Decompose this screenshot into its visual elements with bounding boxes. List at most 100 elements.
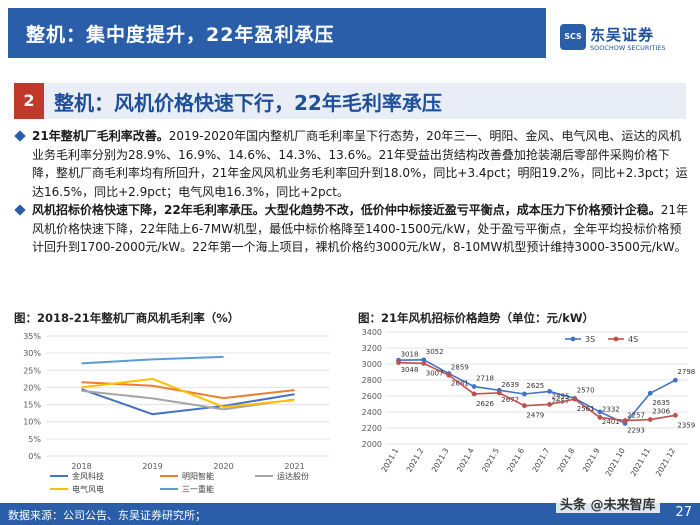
series-line	[81, 388, 295, 416]
y-tick-label: 10%	[23, 418, 41, 427]
bullet-lead: 风机招标价格快速下降，22年毛利率承压。大型化趋势不改，低价仲中标接近盈亏平衡点…	[32, 203, 661, 217]
header-band	[8, 8, 546, 58]
y-tick-label: 35%	[23, 332, 41, 341]
section-bar: 2 整机：风机价格快速下行，22年毛利率承压	[14, 83, 686, 119]
data-label: 2332	[602, 405, 620, 413]
y-tick-label: 25%	[23, 366, 41, 375]
x-tick-label: 2018	[71, 462, 91, 471]
data-label: 2718	[476, 375, 494, 383]
slide-title: 整机：集中度提升，22年盈利承压	[26, 24, 335, 46]
data-point	[622, 418, 628, 423]
data-point	[572, 396, 578, 402]
data-label: 2635	[652, 399, 670, 407]
data-label: 2626	[476, 400, 494, 408]
data-label: 2495	[552, 392, 570, 400]
left-figure-caption: 图：2018-21年整机厂商风机毛利率（%）	[14, 311, 240, 325]
x-tick-label: 2021.2	[405, 446, 426, 473]
y-tick-label: 2400	[362, 408, 382, 417]
data-label: 2561	[577, 405, 595, 413]
data-label: 2401	[602, 418, 620, 426]
series-line	[398, 359, 676, 425]
legend-marker	[570, 336, 576, 342]
x-tick-label: 2021.3	[430, 446, 451, 473]
data-point	[673, 412, 678, 418]
x-tick-label: 2021.12	[654, 446, 677, 478]
legend-label: 明阳智能	[182, 471, 214, 481]
data-point	[421, 361, 427, 366]
data-label: 2625	[526, 382, 544, 390]
y-tick-label: 2800	[362, 376, 382, 385]
logo-cn-text: 东吴证券	[590, 26, 655, 44]
x-tick-label: 2021.9	[581, 446, 602, 473]
x-tick-label: 2021.5	[480, 446, 501, 473]
data-label: 2293	[627, 427, 645, 435]
section-title: 整机：风机价格快速下行，22年毛利率承压	[54, 91, 442, 115]
data-point	[647, 390, 653, 396]
right-figure-caption: 图：21年风机招标价格趋势（单位：元/kW）	[358, 311, 595, 325]
page-number: 27	[675, 505, 692, 520]
data-point	[673, 377, 678, 383]
x-tick-label: 2021.6	[505, 446, 526, 473]
bullet-item: 风机招标价格快速下降，22年毛利率承压。大型化趋势不改，低价仲中标接近盈亏平衡点…	[10, 201, 690, 257]
y-tick-label: 3000	[362, 360, 382, 369]
y-tick-label: 2600	[362, 392, 382, 401]
bullet-text: 2019-2020年国内整机厂商毛利率呈下行态势，20年三一、明阳、金风、电气风…	[32, 129, 688, 199]
series-line	[81, 377, 295, 408]
data-label: 2257	[627, 411, 645, 419]
diamond-bullet-icon	[14, 130, 26, 142]
x-tick-label: 2021.4	[455, 446, 476, 473]
x-tick-label: 2021.7	[530, 446, 551, 473]
y-tick-label: 3400	[362, 328, 382, 337]
data-point	[547, 402, 552, 407]
data-label: 2570	[577, 386, 595, 394]
data-point	[446, 372, 452, 378]
data-point	[421, 357, 427, 363]
data-point	[471, 391, 477, 397]
x-tick-label: 2021.10	[604, 446, 627, 478]
logo-en-text: SOOCHOW SECURITIES	[590, 44, 666, 52]
y-tick-label: 2000	[362, 440, 382, 449]
x-tick-label: 2021.8	[556, 446, 577, 473]
data-label: 2306	[652, 408, 670, 416]
data-point	[396, 360, 401, 365]
data-label: 2672	[501, 396, 519, 404]
diamond-bullet-icon	[14, 204, 26, 216]
data-label: 3048	[401, 366, 419, 374]
x-tick-label: 2021	[284, 462, 304, 471]
data-label: 3052	[426, 348, 444, 356]
x-tick-label: 2019	[142, 462, 162, 471]
legend-label: 4S	[628, 335, 638, 344]
source-note: 数据来源：公司公告、东吴证券研究所；	[8, 509, 206, 522]
legend-marker	[613, 336, 619, 342]
series-line	[398, 361, 676, 422]
legend-label: 电气风电	[72, 484, 104, 494]
data-point	[471, 384, 477, 389]
y-tick-label: 30%	[23, 349, 41, 358]
margin-line-chart: 0% 5% 10% 15% 20% 25% 30% 35% 2018 2019 2020 2021 金风…	[23, 332, 330, 494]
data-point	[496, 390, 502, 396]
data-label: 3018	[401, 351, 419, 359]
y-tick-label: 5%	[28, 435, 41, 444]
series-line	[81, 355, 224, 365]
x-tick-label: 2021.11	[629, 446, 652, 478]
data-point	[547, 389, 552, 394]
data-point	[522, 403, 527, 409]
y-tick-label: 15%	[23, 401, 41, 410]
data-label: 2859	[451, 363, 469, 371]
bullet-item: 21年整机厂毛利率改善。2019-2020年国内整机厂商毛利率呈下行态势，20年…	[10, 127, 690, 201]
company-logo: SCS 东吴证券 SOOCHOW SECURITIES	[560, 24, 690, 58]
y-tick-label: 2200	[362, 424, 382, 433]
data-label: 2359	[677, 421, 695, 429]
x-tick-label: 2020	[213, 462, 233, 471]
data-point	[522, 391, 527, 397]
legend-label: 三一重能	[182, 484, 214, 494]
slide-header: 整机：集中度提升，22年盈利承压 SCS 东吴证券 SOOCHOW SECURI…	[0, 0, 700, 66]
y-tick-label: 20%	[23, 383, 41, 392]
footer-bar: 数据来源：公司公告、东吴证券研究所； 27	[0, 503, 700, 525]
data-point	[647, 417, 653, 422]
section-number: 2	[14, 83, 44, 119]
x-tick-label: 2021.1	[379, 446, 400, 473]
legend-label: 运达股份	[277, 471, 309, 481]
y-tick-label: 0%	[28, 452, 41, 461]
